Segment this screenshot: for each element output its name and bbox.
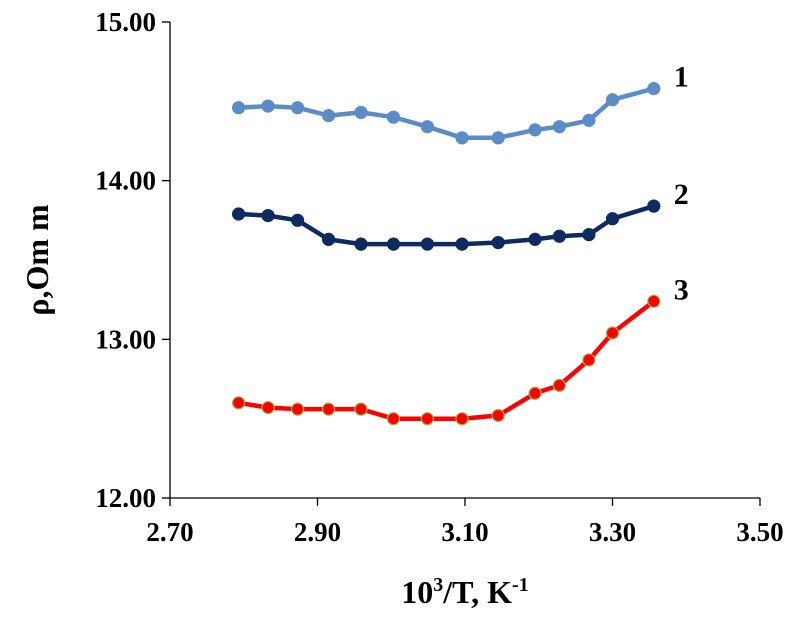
series-1-point <box>647 82 661 96</box>
series-3-point <box>582 353 596 367</box>
series-3-point <box>491 408 505 423</box>
series-1-point <box>321 109 336 123</box>
series-2-point <box>386 237 401 251</box>
series-2-point <box>528 232 542 246</box>
series-3-point <box>290 402 305 416</box>
series-2-point <box>261 208 275 223</box>
series-3-point <box>231 396 246 410</box>
series-2-point <box>552 229 567 243</box>
series-2-point <box>455 237 469 251</box>
x-tick-label: 2.70 <box>146 517 193 547</box>
series-2-point <box>321 232 336 246</box>
x-tick-label: 3.30 <box>589 517 636 547</box>
y-axis-title: ρ,Om m <box>19 204 55 316</box>
series-label-3: 3 <box>674 273 689 306</box>
series-1-point <box>491 131 505 145</box>
series-markers <box>231 82 661 426</box>
series-3-point <box>605 326 620 340</box>
series-2-point <box>354 237 368 251</box>
y-tick-label: 13.00 <box>95 324 156 354</box>
series-1-point <box>386 110 401 124</box>
series-3-point <box>455 412 469 426</box>
x-axis-title-base: 10 <box>401 574 433 610</box>
series-2-point <box>420 237 434 251</box>
x-axis-title: 103/T, K-1 <box>401 574 528 610</box>
series-3-point <box>552 378 567 392</box>
series-2-point <box>647 199 661 213</box>
y-tick-label: 15.00 <box>95 7 156 37</box>
series-3-point <box>528 386 542 400</box>
series-label-2: 2 <box>674 178 689 211</box>
series-label-1: 1 <box>674 61 689 94</box>
series-1-point <box>605 93 620 107</box>
series-2-point <box>290 213 305 227</box>
series-1-point <box>290 101 305 115</box>
series-3-point <box>261 400 275 415</box>
series-tags: 1 2 3 <box>674 61 689 307</box>
ticks: 12.00 13.00 14.00 15.00 2.70 2.90 3.10 3.30 3.50 <box>95 7 783 547</box>
axes <box>169 22 760 499</box>
y-tick-label: 12.00 <box>95 483 156 513</box>
x-tick-label: 3.50 <box>736 517 783 547</box>
series-3-point <box>321 402 336 416</box>
series-3-point <box>386 412 401 426</box>
x-axis-title-sup1: 3 <box>433 574 443 596</box>
series-2-point <box>605 212 620 226</box>
series-1-point <box>231 101 246 115</box>
series-1-point <box>354 105 368 120</box>
y-tick-label: 14.00 <box>95 166 156 196</box>
x-axis-title-mid: /T, K <box>442 574 512 610</box>
series-3-point <box>647 294 661 308</box>
series-2-point <box>491 235 505 250</box>
series-1-point <box>261 99 275 113</box>
series-2-point <box>231 207 246 221</box>
series-3-point <box>420 412 434 426</box>
series-1-point <box>420 120 434 134</box>
series-1-point <box>552 120 567 134</box>
series-2-point <box>582 228 596 242</box>
series-1-point <box>582 113 596 127</box>
x-axis-title-sup2: -1 <box>512 574 529 596</box>
x-tick-label: 2.90 <box>294 517 341 547</box>
series-3-point <box>354 402 368 416</box>
series-1-point <box>528 123 542 137</box>
x-tick-label: 3.10 <box>441 517 488 547</box>
series-1-point <box>455 131 469 145</box>
series-lines <box>236 86 657 421</box>
